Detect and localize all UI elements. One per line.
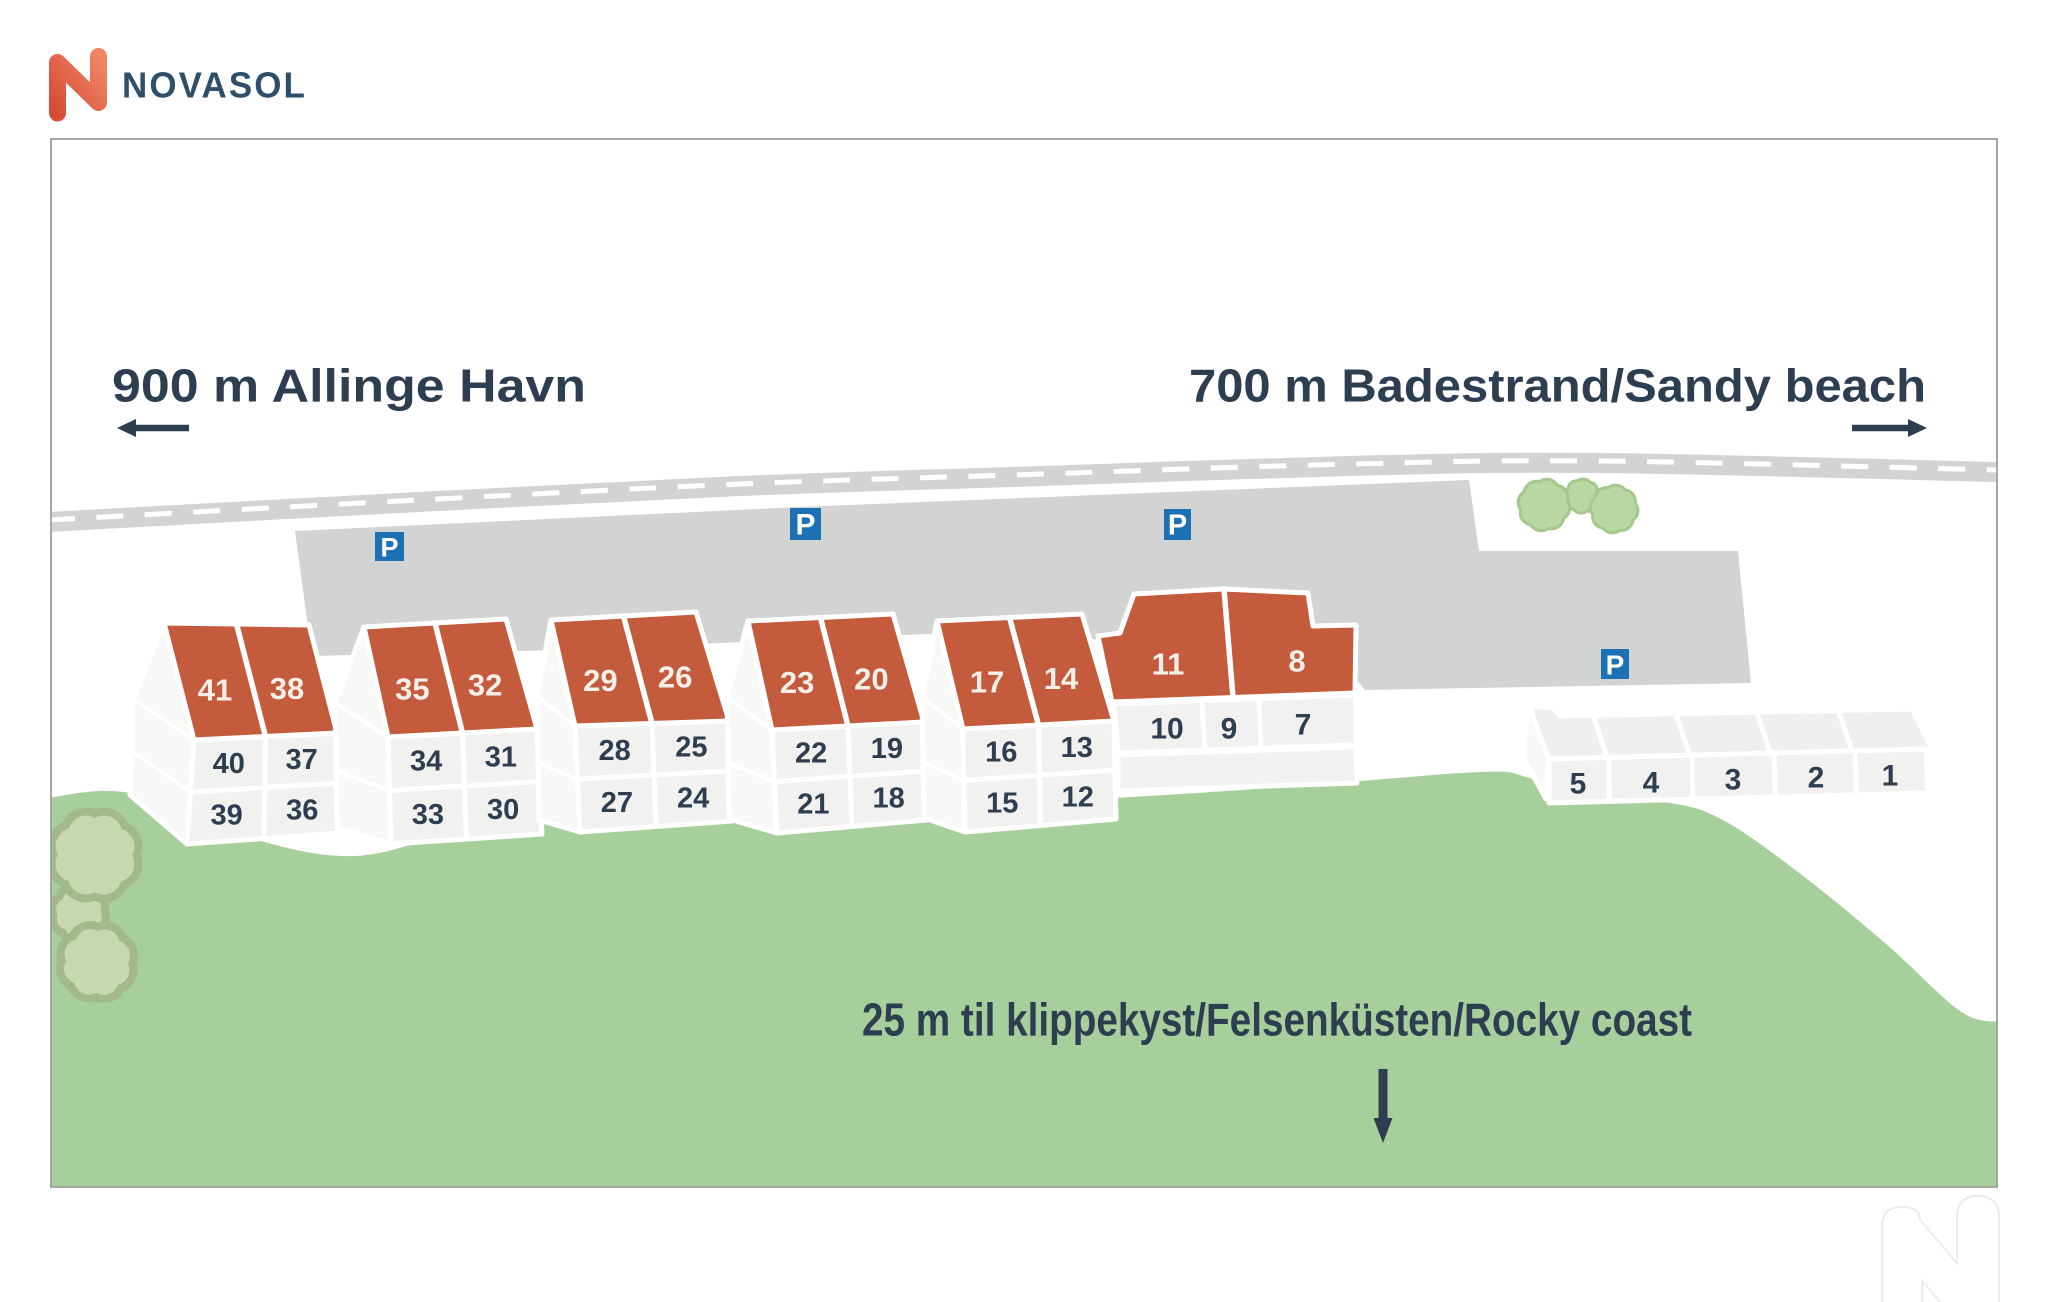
svg-text:8: 8 [1288,644,1305,679]
svg-text:12: 12 [1062,781,1094,813]
svg-text:28: 28 [598,735,630,767]
svg-text:900 m Allinge Havn: 900 m Allinge Havn [112,360,586,412]
svg-text:10: 10 [1150,713,1183,746]
svg-text:15: 15 [986,787,1018,819]
svg-text:27: 27 [601,787,633,819]
svg-text:1: 1 [1882,760,1899,793]
svg-text:41: 41 [198,672,232,707]
svg-text:P: P [380,533,398,563]
svg-text:19: 19 [871,733,903,765]
svg-text:P: P [1168,510,1187,542]
svg-text:31: 31 [485,741,517,773]
svg-text:11: 11 [1152,647,1185,682]
svg-text:NOVASOL: NOVASOL [122,65,307,106]
svg-text:33: 33 [412,799,444,831]
svg-text:21: 21 [797,788,829,820]
svg-text:23: 23 [780,665,814,700]
svg-text:35: 35 [395,672,429,707]
svg-text:25 m til klippekyst/Felsenküst: 25 m til klippekyst/Felsenküsten/Rocky c… [862,994,1692,1046]
svg-text:30: 30 [487,794,519,826]
svg-text:P: P [1606,650,1625,681]
svg-text:29: 29 [583,663,617,698]
svg-text:13: 13 [1061,732,1093,764]
svg-text:26: 26 [658,660,692,695]
svg-text:22: 22 [795,737,827,769]
svg-text:4: 4 [1643,767,1660,800]
svg-text:700 m Badestrand/Sandy beach: 700 m Badestrand/Sandy beach [1189,360,1926,412]
svg-text:2: 2 [1808,762,1825,795]
svg-text:32: 32 [468,668,502,703]
svg-text:7: 7 [1295,709,1312,742]
svg-text:25: 25 [675,732,707,764]
svg-text:18: 18 [872,782,904,814]
svg-text:17: 17 [970,665,1004,700]
svg-text:16: 16 [985,736,1017,768]
svg-text:38: 38 [270,671,304,706]
svg-text:20: 20 [854,661,888,696]
svg-text:36: 36 [286,795,318,827]
svg-text:14: 14 [1044,661,1079,696]
svg-text:37: 37 [285,744,317,776]
svg-text:39: 39 [210,800,242,832]
svg-text:34: 34 [410,746,442,778]
svg-text:3: 3 [1725,764,1742,797]
svg-text:P: P [795,509,815,542]
svg-text:5: 5 [1570,768,1587,801]
svg-text:9: 9 [1221,713,1238,746]
svg-text:40: 40 [213,748,245,780]
svg-text:24: 24 [677,782,709,814]
